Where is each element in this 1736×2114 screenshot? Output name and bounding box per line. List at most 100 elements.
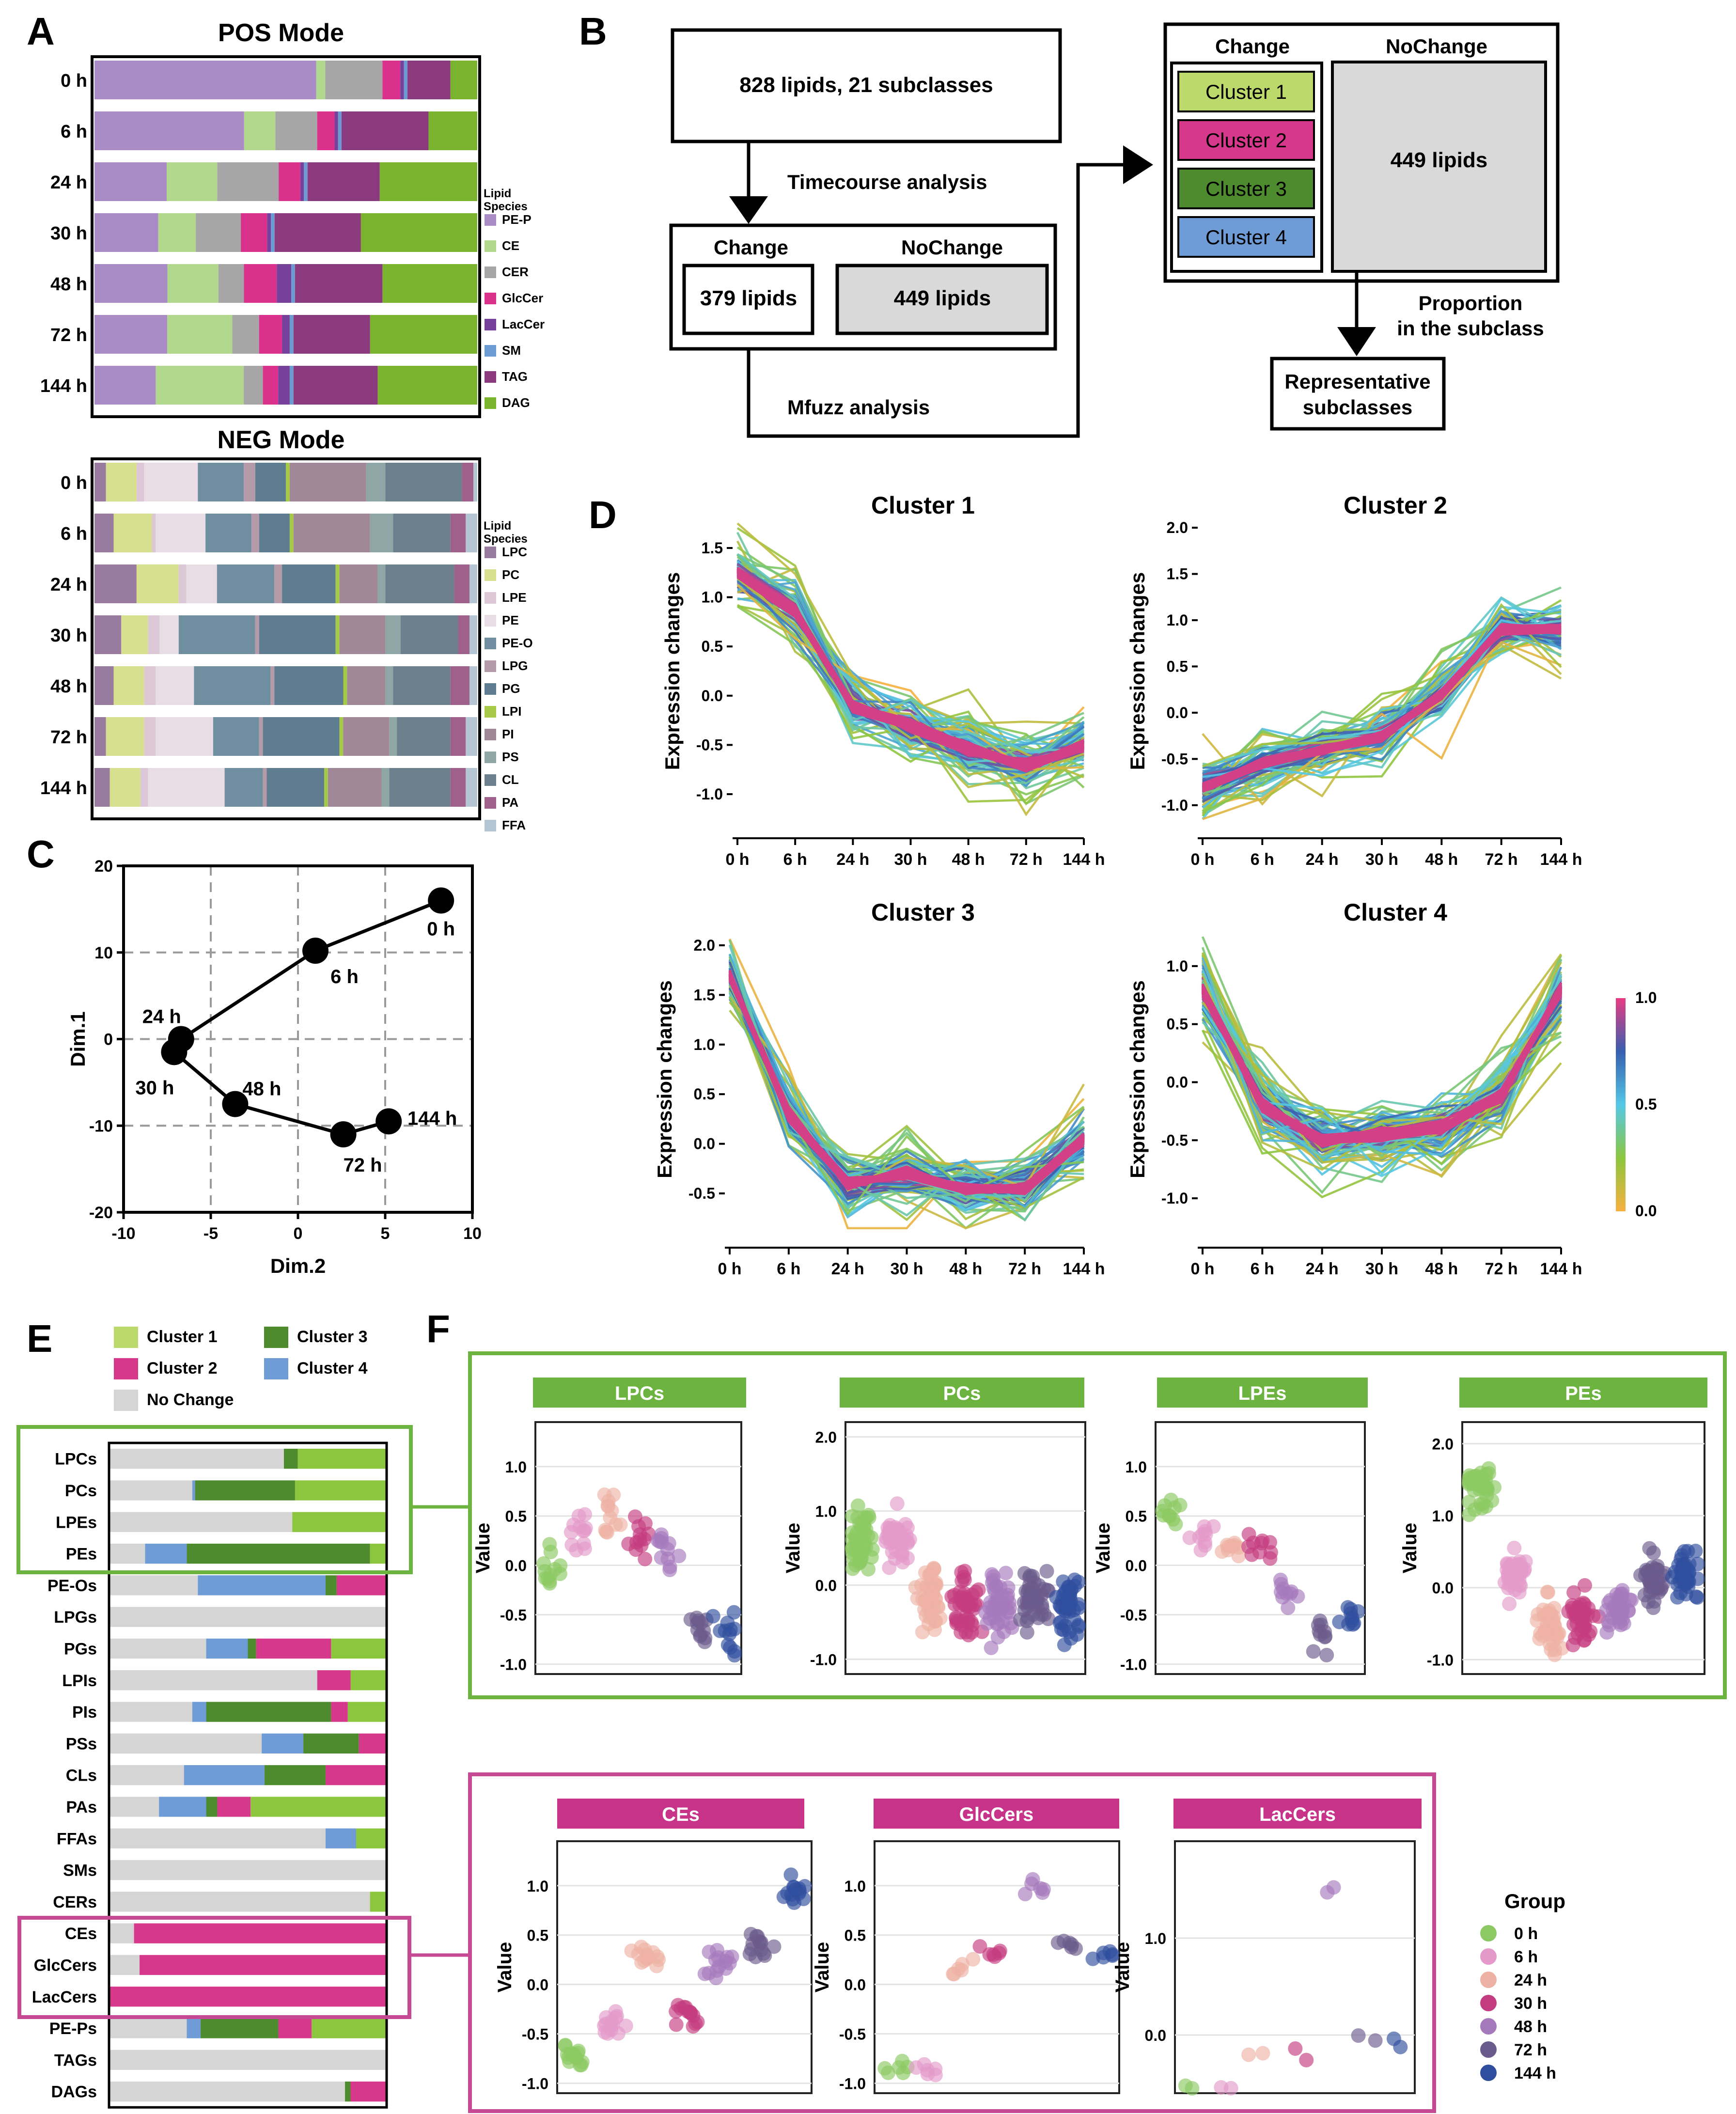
x-tick-label: 6 h — [783, 850, 807, 869]
data-point — [1368, 2033, 1383, 2048]
y-axis-label: Expression changes — [661, 572, 684, 770]
cluster-plot-1: Cluster 1 1.5 1.0 0.5 0.0 -0.5 -1.0 0 h 6 h 24 h 3… — [661, 492, 1105, 869]
stack-segment-cer — [232, 315, 259, 354]
stack-segment-glccer — [241, 213, 267, 252]
data-point — [1670, 1577, 1685, 1592]
category-label: PCs — [65, 1482, 97, 1500]
stack-segment-pg — [259, 615, 336, 654]
stack-segment-pe — [159, 615, 179, 654]
bar-segment-nochange — [109, 1733, 262, 1754]
stack-segment-pc — [121, 615, 148, 654]
member-line — [1202, 626, 1562, 815]
data-point — [910, 1591, 925, 1606]
data-point — [984, 1640, 999, 1655]
cluster-4-box — [1177, 216, 1315, 258]
group-legend-title: Group — [1504, 1890, 1565, 1912]
data-point — [1062, 1624, 1077, 1639]
data-point — [705, 1609, 720, 1624]
point-label: 30 h — [135, 1077, 174, 1098]
y-tick-label: -1.0 — [1120, 1656, 1147, 1674]
y-tick-label: 0.5 — [702, 638, 723, 655]
y-axis-label: Value — [472, 1523, 494, 1574]
bar-segment-nochange — [109, 2082, 345, 2102]
stack-segment-lpg — [244, 463, 255, 501]
stack-segment-pc — [106, 463, 137, 501]
bar-segment-cluster4 — [145, 1543, 187, 1564]
data-point — [638, 1551, 653, 1566]
stack-segment-laccer — [267, 213, 271, 252]
y-tick-label: 0.5 — [1167, 1016, 1188, 1033]
total-lipids-label: 828 lipids, 21 subclasses — [739, 73, 993, 97]
bar-segment-nochange — [109, 1480, 192, 1501]
bar-segment-cluster1 — [370, 1892, 387, 1912]
member-line — [1202, 990, 1562, 1123]
data-point — [683, 2005, 698, 2020]
point-30h — [161, 1039, 188, 1065]
stack-segment-pe-p — [94, 315, 168, 354]
nochange-count-box — [835, 264, 1049, 335]
legend-label: PG — [502, 681, 520, 696]
category-label: PGs — [64, 1640, 97, 1658]
stack-segment-ps — [381, 768, 390, 807]
legend-label: CER — [502, 265, 529, 279]
legend-swatch — [485, 729, 496, 740]
data-point — [1351, 2028, 1366, 2043]
data-point — [1507, 1582, 1522, 1597]
data-point — [1479, 1488, 1494, 1503]
stack-segment-cer — [325, 61, 383, 99]
data-point — [902, 1532, 917, 1547]
data-point — [792, 1881, 807, 1896]
stack-segment-pi — [293, 514, 370, 552]
data-point — [1332, 1614, 1347, 1629]
stack-segment-pe-p — [94, 111, 244, 150]
stack-segment-ps — [385, 666, 393, 705]
stack-segment-ps — [377, 564, 386, 603]
data-point — [697, 1634, 712, 1649]
y-axis-label: Value — [782, 1523, 804, 1574]
bar-segment-cluster1 — [356, 1828, 387, 1848]
plot-header — [557, 1799, 804, 1829]
category-label: SMs — [63, 1862, 97, 1880]
panel-d: Cluster 1 1.5 1.0 0.5 0.0 -0.5 -1.0 0 h 6 h 24 h 3… — [653, 492, 1657, 1278]
legend-swatch — [114, 1390, 138, 1411]
scatter-plot-pcs: PCs 2.0 1.0 0.0 -1.0 Value — [782, 1378, 1086, 1675]
data-point — [651, 1952, 666, 1967]
x-tick-label: 0 h — [1190, 1260, 1214, 1278]
stack-segment-lpg — [263, 768, 267, 807]
y-tick-label: 0.5 — [694, 1085, 715, 1103]
stack-segment-cl — [397, 717, 451, 756]
stack-segment-ce — [167, 315, 233, 354]
member-line — [736, 553, 1084, 752]
bar-segment-cluster3 — [201, 2018, 279, 2038]
data-point — [908, 2060, 923, 2075]
stack-segment-pe — [186, 564, 217, 603]
stack-segment-lpe — [144, 666, 156, 705]
bar-segment-nochange — [109, 1543, 145, 1564]
stack-segment-pg — [255, 463, 286, 501]
bar-frame — [108, 1441, 388, 2109]
data-point — [1690, 1571, 1705, 1586]
cluster-plot-2: Cluster 2 2.0 1.5 1.0 0.5 0.0 -0.5 -1.0 0 h 6 h 24… — [1126, 492, 1582, 869]
y-tick-label: 1.5 — [694, 986, 715, 1003]
data-point — [1393, 2039, 1408, 2054]
data-point — [1612, 1615, 1627, 1630]
stack-segment-lpc — [94, 717, 106, 756]
stack-segment-lpg — [274, 564, 282, 603]
y-tick-label: 1.0 — [1432, 1507, 1454, 1525]
data-point — [956, 1569, 971, 1584]
stack-segment-pg — [274, 666, 344, 705]
stack-segment-ffa — [466, 768, 477, 807]
stack-segment-glccer — [317, 111, 335, 150]
data-point — [972, 1939, 987, 1954]
stack-segment-ce — [167, 162, 218, 201]
legend-swatch — [485, 371, 496, 383]
legend-swatch — [485, 706, 496, 718]
legend-label: Cluster 3 — [297, 1328, 368, 1346]
stack-segment-laccer — [278, 366, 290, 405]
y-tick-label: 1.0 — [702, 589, 723, 606]
legend-swatch — [264, 1327, 288, 1348]
x-tick-label: 48 h — [952, 850, 985, 869]
point-144h — [375, 1108, 402, 1135]
x-tick-label: 24 h — [1306, 850, 1339, 869]
panel-letter-f: F — [426, 1307, 450, 1350]
